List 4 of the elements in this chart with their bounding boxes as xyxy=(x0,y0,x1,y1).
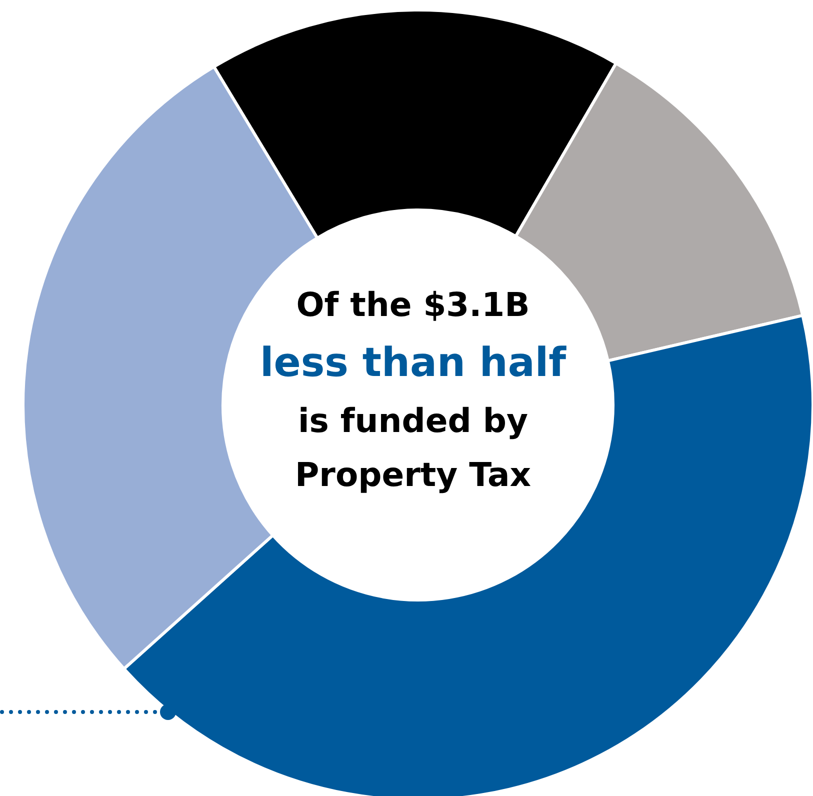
text: less than half xyxy=(259,339,568,388)
text: is funded by xyxy=(296,400,530,442)
text: Property Tax xyxy=(294,454,532,496)
text: Of the $3.1B xyxy=(295,284,531,326)
